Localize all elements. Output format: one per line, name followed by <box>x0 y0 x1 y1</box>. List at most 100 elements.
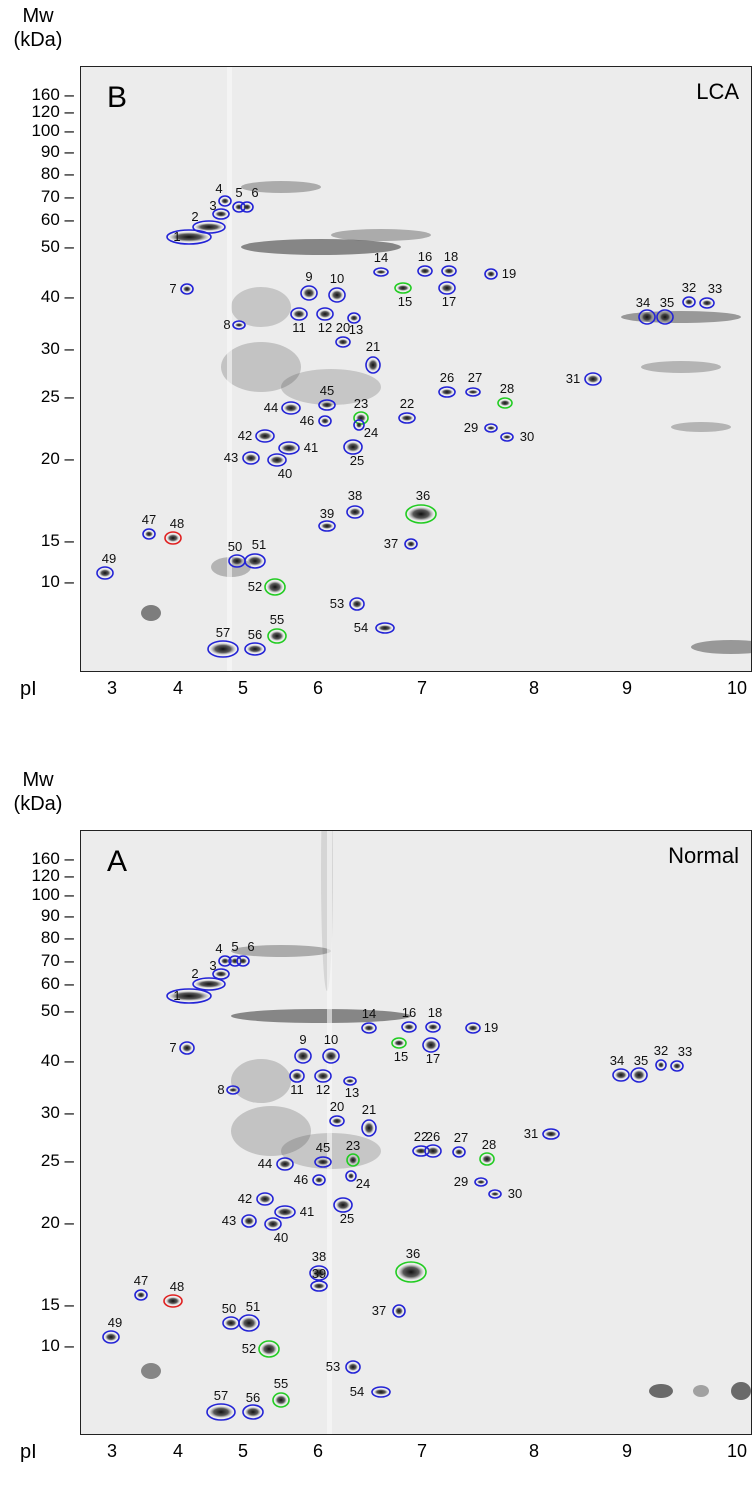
spot-outline-9[interactable] <box>300 285 318 301</box>
spot-outline-7[interactable] <box>180 283 194 295</box>
spot-outline-54[interactable] <box>375 622 395 634</box>
spot-outline-56[interactable] <box>244 642 266 656</box>
spot-outline-6[interactable] <box>236 955 250 967</box>
spot-outline-30[interactable] <box>488 1189 502 1199</box>
spot-outline-30[interactable] <box>500 432 514 442</box>
spot-outline-8[interactable] <box>232 320 246 330</box>
spot-outline-48[interactable] <box>163 1294 183 1308</box>
spot-outline-2[interactable] <box>192 220 226 234</box>
spot-outline-1[interactable] <box>166 229 212 245</box>
spot-outline-7[interactable] <box>179 1041 195 1055</box>
spot-outline-48[interactable] <box>164 531 182 545</box>
spot-outline-6[interactable] <box>240 201 254 213</box>
spot-outline-8[interactable] <box>226 1085 240 1095</box>
spot-outline-19[interactable] <box>484 268 498 280</box>
spot-outline-55[interactable] <box>267 628 287 644</box>
spot-outline-37[interactable] <box>392 1304 406 1318</box>
spot-outline-20[interactable] <box>335 336 351 348</box>
spot-outline-31[interactable] <box>584 372 602 386</box>
spot-outline-29[interactable] <box>484 423 498 433</box>
spot-outline-41[interactable] <box>274 1205 296 1219</box>
spot-outline-35[interactable] <box>630 1067 648 1083</box>
spot-outline-45[interactable] <box>314 1156 332 1168</box>
spot-outline-37[interactable] <box>404 538 418 550</box>
spot-outline-24[interactable] <box>345 1170 357 1182</box>
spot-outline-12[interactable] <box>314 1069 332 1083</box>
spot-outline-36[interactable] <box>395 1261 427 1283</box>
spot-outline-26[interactable] <box>424 1144 442 1158</box>
spot-outline-38[interactable] <box>346 505 364 519</box>
spot-outline-51[interactable] <box>238 1314 260 1332</box>
spot-outline-17[interactable] <box>438 281 456 295</box>
spot-outline-39[interactable] <box>310 1280 328 1292</box>
spot-outline-32[interactable] <box>682 296 696 308</box>
spot-outline-33[interactable] <box>699 297 715 309</box>
spot-outline-27[interactable] <box>452 1146 466 1158</box>
spot-outline-19[interactable] <box>465 1022 481 1034</box>
spot-outline-49[interactable] <box>96 566 114 580</box>
spot-outline-52[interactable] <box>258 1340 280 1358</box>
spot-outline-17[interactable] <box>422 1037 440 1053</box>
spot-outline-43[interactable] <box>241 1214 257 1228</box>
spot-outline-40[interactable] <box>264 1217 282 1231</box>
spot-outline-3[interactable] <box>212 208 230 220</box>
spot-outline-9[interactable] <box>294 1048 312 1064</box>
spot-outline-41[interactable] <box>278 441 300 455</box>
spot-outline-56[interactable] <box>242 1404 264 1420</box>
spot-outline-49[interactable] <box>102 1330 120 1344</box>
spot-outline-57[interactable] <box>207 640 239 658</box>
spot-outline-53[interactable] <box>349 597 365 611</box>
spot-outline-55[interactable] <box>272 1392 290 1408</box>
spot-outline-10[interactable] <box>322 1048 340 1064</box>
spot-outline-16[interactable] <box>417 265 433 277</box>
spot-outline-14[interactable] <box>361 1022 377 1034</box>
spot-outline-27[interactable] <box>465 387 481 397</box>
spot-outline-14[interactable] <box>373 267 389 277</box>
spot-outline-4[interactable] <box>218 195 232 207</box>
spot-outline-36[interactable] <box>405 504 437 524</box>
spot-outline-13[interactable] <box>347 312 361 324</box>
spot-outline-22[interactable] <box>398 412 416 424</box>
spot-outline-47[interactable] <box>134 1289 148 1301</box>
spot-outline-54[interactable] <box>371 1386 391 1398</box>
spot-outline-28[interactable] <box>479 1152 495 1166</box>
spot-outline-25[interactable] <box>343 439 363 455</box>
spot-outline-47[interactable] <box>142 528 156 540</box>
spot-outline-46[interactable] <box>312 1174 326 1186</box>
spot-outline-40[interactable] <box>267 453 287 467</box>
spot-outline-15[interactable] <box>391 1037 407 1049</box>
spot-outline-10[interactable] <box>328 287 346 303</box>
spot-outline-44[interactable] <box>276 1157 294 1171</box>
spot-outline-52[interactable] <box>264 578 286 596</box>
spot-outline-18[interactable] <box>441 265 457 277</box>
spot-outline-32[interactable] <box>655 1059 667 1071</box>
spot-outline-26[interactable] <box>438 386 456 398</box>
spot-outline-2[interactable] <box>192 977 226 991</box>
spot-outline-1[interactable] <box>166 988 212 1004</box>
spot-outline-53[interactable] <box>345 1360 361 1374</box>
spot-outline-24[interactable] <box>353 419 365 431</box>
spot-outline-39[interactable] <box>318 520 336 532</box>
spot-outline-23[interactable] <box>346 1153 360 1167</box>
spot-outline-11[interactable] <box>289 1069 305 1083</box>
spot-outline-44[interactable] <box>281 401 301 415</box>
spot-outline-15[interactable] <box>394 282 412 294</box>
spot-outline-12[interactable] <box>316 307 334 321</box>
spot-outline-21[interactable] <box>361 1119 377 1137</box>
spot-outline-34[interactable] <box>638 309 656 325</box>
spot-outline-42[interactable] <box>255 429 275 443</box>
spot-outline-13[interactable] <box>343 1076 357 1086</box>
spot-outline-3[interactable] <box>212 968 230 980</box>
spot-outline-18[interactable] <box>425 1021 441 1033</box>
spot-outline-35[interactable] <box>656 309 674 325</box>
spot-outline-42[interactable] <box>256 1192 274 1206</box>
spot-outline-34[interactable] <box>612 1068 630 1082</box>
spot-outline-25[interactable] <box>333 1197 353 1213</box>
spot-outline-33[interactable] <box>670 1060 684 1072</box>
spot-outline-20[interactable] <box>329 1115 345 1127</box>
spot-outline-31[interactable] <box>542 1128 560 1140</box>
spot-outline-11[interactable] <box>290 307 308 321</box>
spot-outline-28[interactable] <box>497 397 513 409</box>
spot-outline-46[interactable] <box>318 415 332 427</box>
spot-outline-16[interactable] <box>401 1021 417 1033</box>
